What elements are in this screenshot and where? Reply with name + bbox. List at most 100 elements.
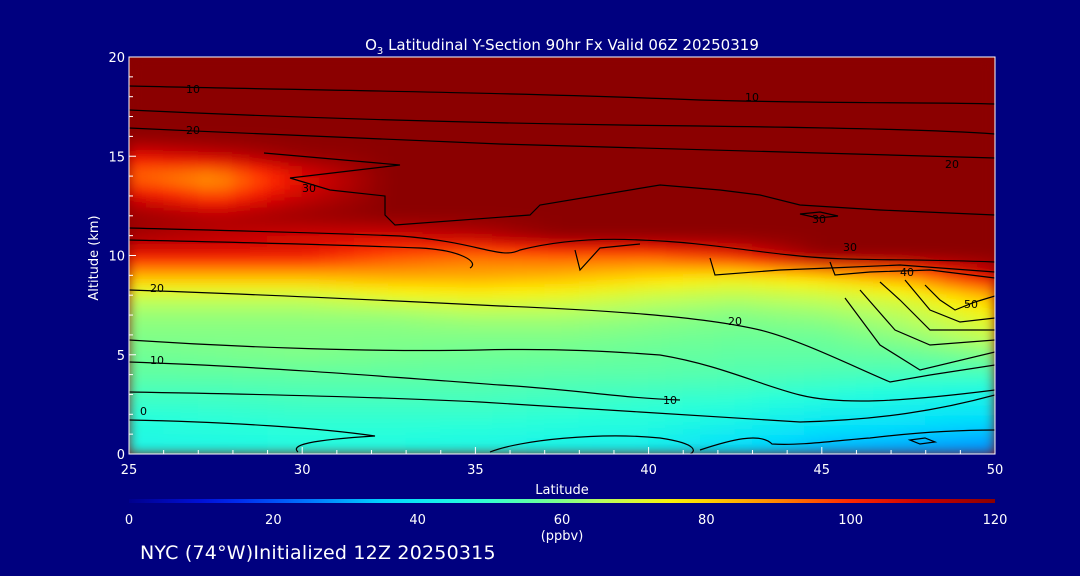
heatmap-cell	[821, 76, 840, 88]
heatmap-cell	[977, 57, 995, 68]
heatmap-cell	[267, 195, 286, 207]
heatmap-cell	[838, 304, 857, 316]
heatmap-cell	[890, 145, 909, 157]
heatmap-cell	[145, 255, 165, 266]
heatmap-cell	[959, 175, 979, 187]
heatmap-cell	[630, 403, 650, 415]
heatmap-cell	[665, 235, 684, 247]
heatmap-cell	[370, 125, 390, 137]
heatmap-cell	[959, 255, 979, 266]
heatmap-cell	[284, 255, 303, 266]
heatmap-cell	[388, 155, 407, 167]
heatmap-cell	[440, 145, 459, 157]
heatmap-cell	[509, 304, 528, 316]
heatmap-cell	[977, 125, 995, 137]
heatmap-cell	[215, 344, 234, 356]
heatmap-cell	[561, 235, 580, 247]
heatmap-cell	[907, 125, 927, 137]
heatmap-cell	[336, 413, 355, 425]
heatmap-cell	[717, 274, 736, 286]
heatmap-cell	[717, 165, 736, 177]
heatmap-cell	[544, 66, 563, 78]
heatmap-cell	[613, 433, 632, 445]
colorbar-units: (ppbv)	[541, 529, 584, 544]
heatmap-cell	[700, 225, 719, 237]
heatmap-cell	[336, 304, 355, 316]
heatmap-cell	[353, 125, 372, 137]
heatmap-cell	[561, 66, 580, 78]
heatmap-cell	[630, 304, 650, 316]
heatmap-cell	[197, 304, 217, 316]
x-tick-label: 45	[814, 463, 831, 478]
heatmap-cell	[526, 274, 546, 286]
heatmap-cell	[769, 155, 788, 167]
heatmap-cell	[284, 334, 303, 346]
heatmap-cell	[752, 443, 771, 454]
heatmap-cell	[596, 344, 615, 356]
heatmap-cell	[319, 433, 338, 445]
heatmap-cell	[977, 245, 995, 256]
heatmap-cell	[353, 314, 372, 326]
heatmap-cell	[682, 86, 702, 98]
heatmap-cell	[752, 165, 771, 177]
heatmap-cell	[319, 264, 338, 276]
heatmap-cell	[700, 443, 719, 454]
heatmap-cell	[717, 384, 736, 395]
heatmap-cell	[180, 175, 199, 187]
colorbar-tick-label: 20	[265, 513, 282, 528]
heatmap-cell	[596, 255, 615, 266]
heatmap-cell	[422, 245, 442, 256]
heatmap-cell	[786, 165, 805, 177]
heatmap-cell	[509, 334, 528, 346]
heatmap-cell	[474, 96, 494, 108]
heatmap-cell	[474, 364, 494, 376]
heatmap-cell	[700, 374, 719, 386]
heatmap-cell	[665, 264, 684, 276]
heatmap-cell	[613, 86, 632, 98]
heatmap-cell	[370, 364, 390, 376]
heatmap-cell	[665, 423, 684, 435]
heatmap-cell	[700, 413, 719, 425]
heatmap-cell	[682, 334, 702, 346]
heatmap-cell	[942, 284, 961, 296]
heatmap-cell	[682, 235, 702, 247]
heatmap-cell	[803, 116, 823, 127]
heatmap-cell	[752, 423, 771, 435]
heatmap-cell	[284, 344, 303, 356]
heatmap-cell	[682, 364, 702, 376]
heatmap-cell	[474, 195, 494, 207]
heatmap-cell	[492, 274, 511, 286]
heatmap-cell	[890, 364, 909, 376]
colorbar-tick-label: 60	[554, 513, 571, 528]
heatmap-cell	[267, 165, 286, 177]
heatmap-cell	[388, 264, 407, 276]
heatmap-cell	[925, 423, 944, 435]
heatmap-cell	[665, 433, 684, 445]
heatmap-cell	[319, 235, 338, 247]
heatmap-cell	[284, 125, 303, 137]
heatmap-cell	[492, 106, 511, 118]
heatmap-cell	[977, 314, 995, 326]
contour-line	[129, 391, 995, 423]
heatmap-cell	[925, 175, 944, 187]
heatmap-cell	[977, 443, 995, 454]
heatmap-cell	[977, 145, 995, 157]
heatmap-cell	[284, 413, 303, 425]
heatmap-cell	[613, 135, 632, 147]
heatmap-cell	[544, 274, 563, 286]
heatmap-cell	[786, 245, 805, 256]
heatmap-cell	[353, 274, 372, 286]
heatmap-cell	[630, 344, 650, 356]
heatmap-cell	[786, 215, 805, 227]
heatmap-cell	[440, 384, 459, 395]
heatmap-cell	[284, 274, 303, 286]
heatmap-cell	[907, 225, 927, 237]
heatmap-cell	[388, 304, 407, 316]
heatmap-cell	[613, 125, 632, 137]
heatmap-cell	[180, 384, 199, 395]
heatmap-cell	[180, 314, 199, 326]
heatmap-cell	[405, 125, 424, 137]
heatmap-cell	[405, 135, 424, 147]
heatmap-cell	[526, 433, 546, 445]
